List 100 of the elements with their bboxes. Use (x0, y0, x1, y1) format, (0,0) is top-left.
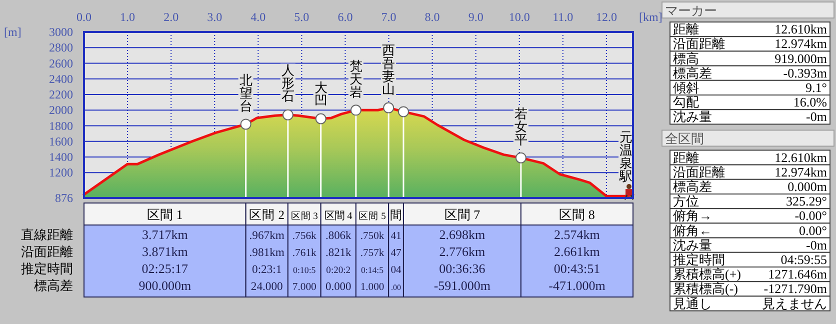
text: 0.000m (788, 179, 827, 194)
text: 47 (390, 248, 402, 259)
category-label: 俯角← (673, 222, 712, 238)
y-tick-label: 1600 (49, 134, 73, 148)
category-label: 区間 1 (147, 207, 183, 222)
y-tick-label: 2200 (49, 88, 73, 102)
text: 16.0% (793, 94, 827, 110)
point (282, 109, 294, 120)
text: 全区間 (665, 131, 704, 146)
text: 1.000 (360, 282, 384, 293)
text: .981km (249, 246, 284, 259)
category-label: 区間 5 (358, 211, 386, 222)
category-label: 沈み量 (673, 109, 712, 124)
y-tick-label: 2000 (49, 103, 73, 118)
text: 900.000m (138, 278, 192, 293)
text: 0.00° (799, 222, 827, 238)
x-tick-label: 7.0 (381, 10, 396, 24)
y-tick-label: 1400 (49, 150, 73, 164)
category-label: 距離 (673, 22, 699, 37)
category-label: 勾配 (673, 94, 699, 110)
category-label: 区間 7 (444, 207, 481, 222)
y-tick-label: 2400 (49, 72, 73, 86)
x-tick-label: 0.0 (76, 10, 92, 24)
category-label: 間 (390, 208, 402, 222)
y-axis-title: [m] (4, 25, 22, 39)
category-label: 標高 (673, 50, 699, 66)
text: 0.000 (325, 281, 352, 293)
text: 41 (390, 231, 402, 242)
point (515, 152, 526, 164)
category-label: 推定時間 (673, 252, 725, 267)
x-tick-label: 3.0 (207, 10, 222, 24)
text: 2.698km (439, 227, 486, 242)
annotation: 梵天岩 (349, 58, 362, 100)
category-label: 俯角→ (673, 208, 712, 224)
text: 0:20:2 (326, 265, 351, 276)
text: 2.661km (554, 244, 600, 259)
text: 3.871km (142, 244, 188, 259)
category-label: 距離 (673, 150, 699, 165)
text: -0m (806, 237, 827, 252)
point (383, 102, 394, 114)
point (240, 118, 252, 130)
annotation: 北望台 (239, 72, 252, 114)
category-label: 推定時間 (21, 261, 73, 276)
point (398, 106, 409, 118)
x-tick-label: 1.0 (120, 10, 136, 24)
y-tick-label: 876 (55, 191, 73, 205)
y-tick-label: 1800 (49, 118, 73, 133)
text: 12.610km (774, 150, 827, 165)
category-label: 区間 8 (559, 207, 595, 222)
text: .757k (360, 248, 384, 259)
text: マーカー (665, 3, 717, 18)
x-tick-label: 8.0 (424, 10, 440, 24)
x-tick-label: 4.0 (250, 10, 266, 24)
category-label: 見通し (673, 296, 712, 311)
text: 04 (390, 265, 402, 276)
text: .00 (391, 283, 402, 292)
category-label: 累積標高(-) (673, 281, 738, 296)
category-label: 区間 4 (324, 211, 352, 222)
annotation: 若女平 (514, 106, 528, 147)
text: 9.1° (806, 80, 827, 95)
text: 24.000 (250, 280, 283, 293)
category-label: 沈み量 (673, 237, 712, 252)
annotation: 人形石 (281, 62, 294, 104)
text: 0:10:5 (293, 265, 316, 275)
text: .756k (292, 230, 316, 242)
x-axis-title: [km] (639, 10, 662, 24)
category-label: 区間 3 (290, 211, 318, 222)
point (315, 113, 326, 124)
text: .761k (292, 247, 316, 259)
x-tick-label: 10.0 (508, 10, 530, 24)
x-tick-label: 11.0 (552, 10, 574, 24)
text: 0:23:1 (252, 263, 282, 276)
category-label: 標高差 (673, 179, 712, 194)
text: .750k (360, 231, 384, 242)
x-tick-label: 5.0 (294, 10, 310, 24)
text: 00:36:36 (439, 261, 486, 276)
text: 2.574km (554, 227, 600, 242)
text: -0.00° (794, 208, 827, 224)
category-label: 沿面距離 (673, 164, 725, 180)
x-tick-label: 6.0 (338, 10, 353, 24)
category-label: 直線距離 (21, 227, 73, 242)
category-label: 標高差 (673, 65, 712, 80)
x-tick-label: 12.0 (596, 10, 617, 24)
annotation: 西吾妻山 (382, 42, 396, 96)
text: 04:59:55 (780, 252, 827, 267)
x-tick-label: 9.0 (468, 10, 484, 24)
category-label: 累積標高(+) (673, 266, 741, 282)
text: 12.610km (774, 22, 827, 37)
category-label: 標高差 (34, 278, 73, 293)
y-tick-label: 1200 (49, 166, 73, 180)
y-tick-label: 2600 (49, 56, 73, 70)
category-label: 区間 2 (249, 208, 285, 222)
text: 00:43:51 (554, 261, 600, 276)
y-tick-label: 3000 (49, 25, 73, 39)
category-label: 沿面距離 (673, 36, 725, 52)
text: -591.000m (434, 278, 491, 293)
text: 325.29° (786, 194, 827, 209)
category-label: 方位 (673, 194, 699, 209)
text: 0:14:5 (360, 265, 384, 275)
text: 2.776km (439, 244, 486, 259)
